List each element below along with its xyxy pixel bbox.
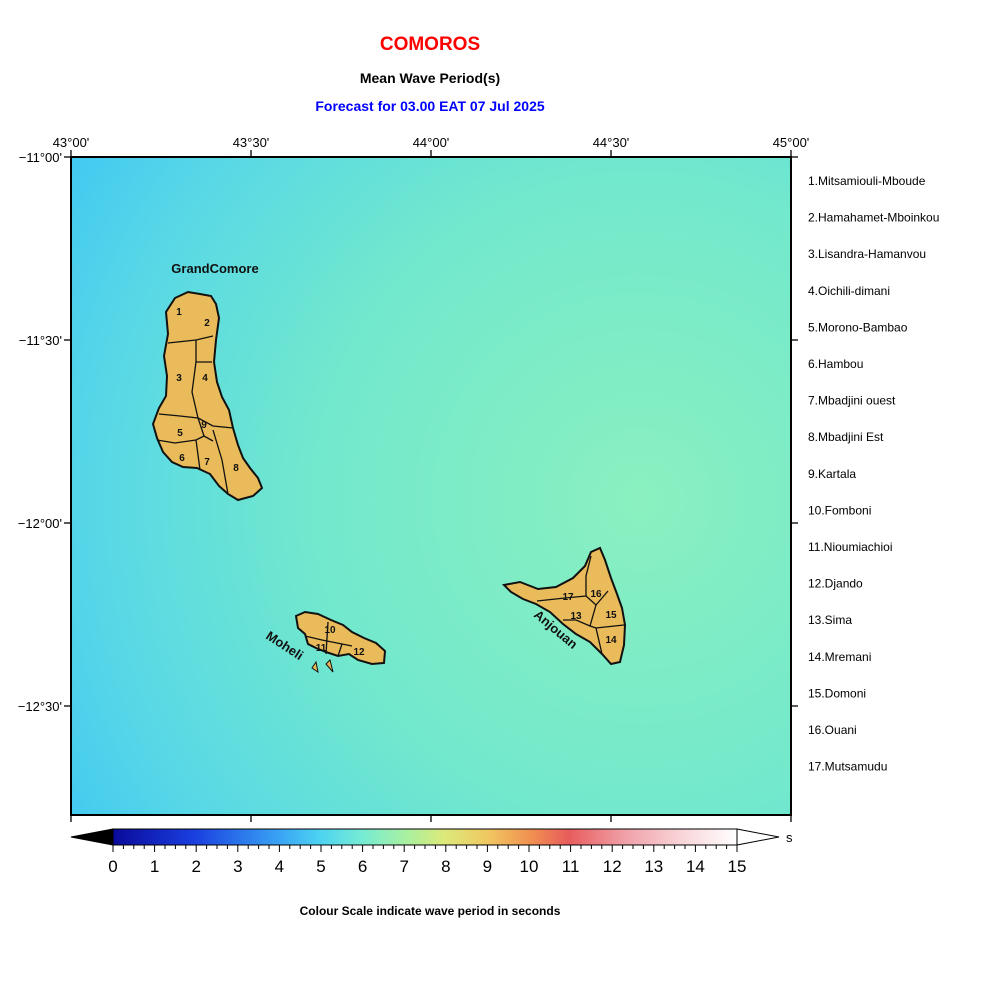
district-number-14: 14 [605, 635, 617, 646]
lat-label: −11°00' [19, 150, 62, 165]
district-legend-item: 8.Mbadjini Est [808, 430, 884, 444]
colour-bar-unit: s [786, 830, 793, 845]
island-anjouan [501, 546, 627, 666]
lat-label: −12°30' [18, 699, 62, 714]
district-number-1: 1 [176, 307, 182, 318]
district-number-3: 3 [176, 373, 182, 384]
colour-bar-tick-label: 9 [483, 857, 492, 876]
district-number-6: 6 [179, 453, 185, 464]
district-legend-item: 14.Mremani [808, 650, 871, 664]
district-number-7: 7 [204, 457, 210, 468]
lon-label: 44°30' [593, 135, 630, 150]
colour-bar-tick-label: 13 [644, 857, 663, 876]
lon-label: 44°00' [413, 135, 450, 150]
district-legend-item: 9.Kartala [808, 467, 856, 481]
colour-bar-gradient [112, 828, 738, 846]
district-legend-item: 3.Lisandra-Hamanvou [808, 247, 926, 261]
island-moheli [294, 610, 387, 674]
latitude-axis [64, 156, 798, 707]
district-legend-item: 7.Mbadjini ouest [808, 394, 896, 408]
district-number-10: 10 [324, 625, 336, 636]
district-number-5: 5 [177, 428, 183, 439]
colour-bar: 0 1 2 3 4 5 6 7 8 9 10 11 12 13 14 15 s [70, 828, 793, 876]
lon-label: 43°30' [233, 135, 270, 150]
colour-bar-tick-label: 10 [520, 857, 539, 876]
colour-bar-tick-label: 5 [316, 857, 325, 876]
district-legend-item: 17.Mutsamudu [808, 760, 887, 774]
sea-surface [71, 157, 791, 815]
district-number-11: 11 [316, 643, 327, 654]
colour-scale-caption: Colour Scale indicate wave period in sec… [299, 904, 561, 918]
colour-bar-over-arrow [736, 828, 780, 846]
district-numbers: 1 2 3 4 5 6 7 8 9 10 11 12 13 14 15 16 1… [176, 307, 617, 658]
map-title: COMOROS [379, 34, 481, 55]
longitude-axis [70, 150, 792, 822]
district-legend-item: 10.Fomboni [808, 503, 871, 517]
district-legend-item: 2.Hamahamet-Mboinkou [808, 211, 939, 225]
district-legend-item: 11.Nioumiachioi [808, 540, 893, 554]
lat-label: −11°30' [19, 333, 62, 348]
district-legend-item: 15.Domoni [808, 686, 866, 700]
district-legend-item: 6.Hambou [808, 357, 863, 371]
lat-label: −12°00' [18, 516, 62, 531]
district-number-4: 4 [202, 373, 208, 384]
colour-bar-tick-label: 15 [728, 857, 747, 876]
district-legend-item: 16.Ouani [808, 723, 857, 737]
district-legend-item: 4.Oichili-dimani [808, 284, 890, 298]
lon-label: 45°00' [773, 135, 810, 150]
district-number-2: 2 [204, 318, 210, 329]
district-legend-item: 13.Sima [808, 613, 852, 627]
district-number-15: 15 [605, 610, 617, 621]
district-legend-item: 12.Djando [808, 577, 863, 591]
forecast-time: Forecast for 03.00 EAT 07 Jul 2025 [315, 98, 545, 114]
colour-bar-under-arrow [70, 828, 114, 846]
district-number-8: 8 [233, 463, 239, 474]
colour-bar-tick-label: 3 [233, 857, 242, 876]
island-grand-comore [151, 290, 264, 502]
colour-bar-tick-label: 2 [191, 857, 200, 876]
district-number-16: 16 [590, 589, 602, 600]
colour-bar-tick-label: 7 [399, 857, 408, 876]
map-subtitle: Mean Wave Period(s) [359, 70, 501, 86]
colour-bar-tick-label: 0 [108, 857, 117, 876]
label-grand-comore: GrandComore [171, 261, 258, 276]
colour-bar-ticks: 0 1 2 3 4 5 6 7 8 9 10 11 12 13 14 15 [108, 845, 746, 876]
colour-bar-tick-label: 1 [150, 857, 159, 876]
district-legend-item: 5.Morono-Bambao [808, 320, 908, 334]
lon-label: 43°00' [53, 135, 90, 150]
colour-bar-tick-label: 12 [603, 857, 622, 876]
colour-bar-tick-label: 11 [562, 857, 580, 876]
colour-bar-tick-label: 14 [686, 857, 705, 876]
district-number-13: 13 [570, 611, 582, 622]
district-number-9: 9 [201, 420, 207, 431]
colour-bar-tick-label: 6 [358, 857, 367, 876]
district-legend: 1.Mitsamiouli-Mboude 2.Hamahamet-Mboinkou… [808, 174, 939, 774]
colour-bar-tick-label: 8 [441, 857, 450, 876]
district-number-12: 12 [353, 647, 365, 658]
colour-bar-tick-label: 4 [275, 857, 284, 876]
district-legend-item: 1.Mitsamiouli-Mboude [808, 174, 926, 188]
district-number-17: 17 [562, 592, 574, 603]
